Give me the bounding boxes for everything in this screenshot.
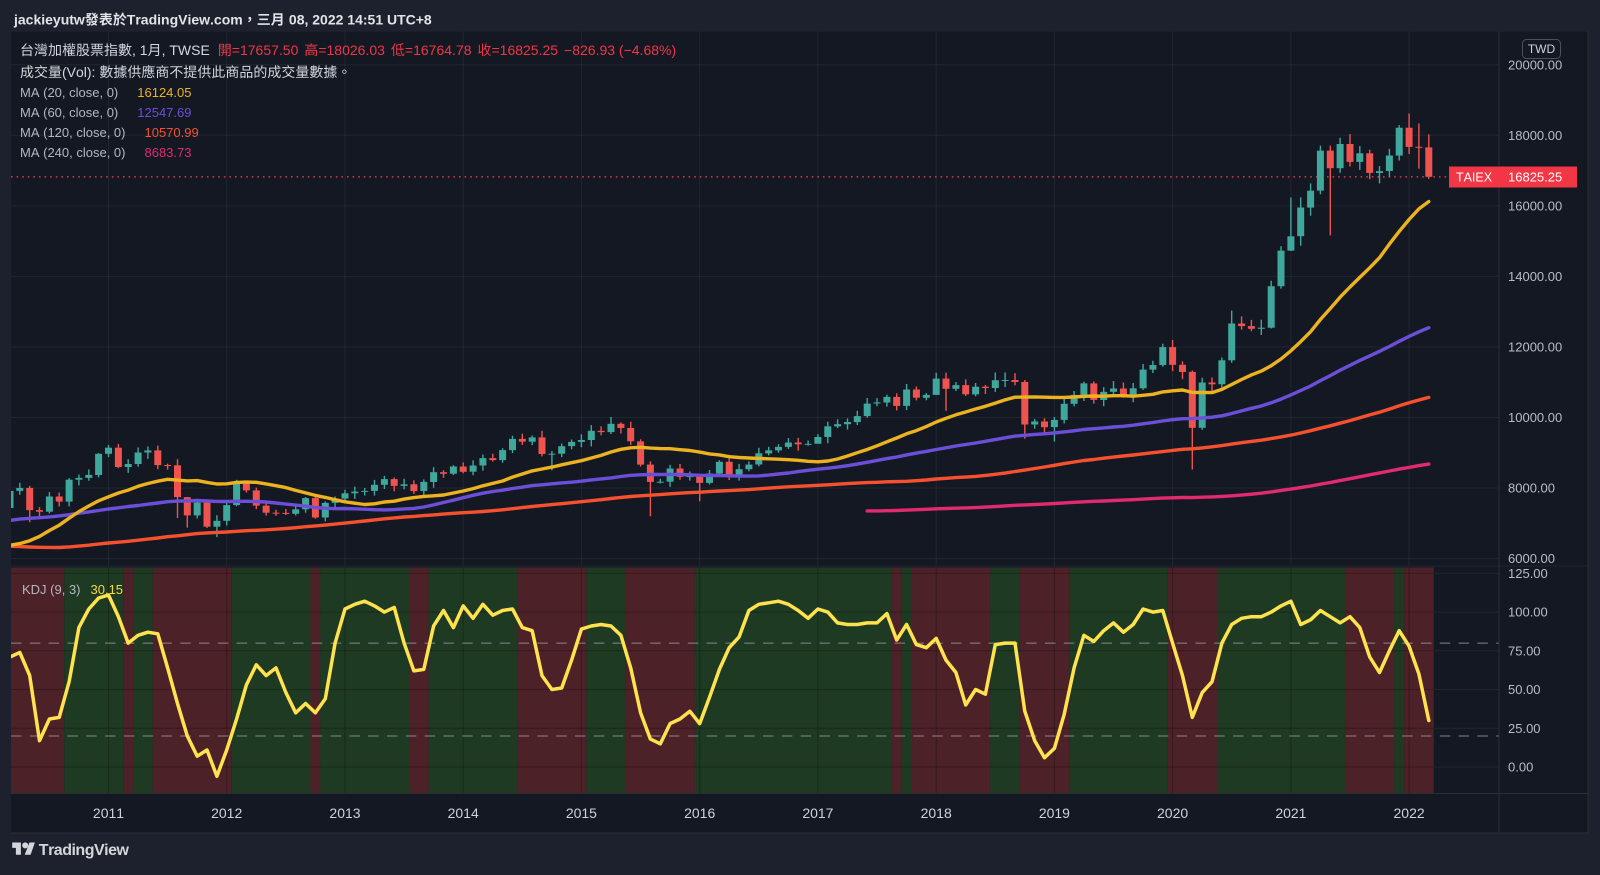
svg-text:(Vol):: (Vol): bbox=[62, 64, 95, 80]
svg-text:100.00: 100.00 bbox=[1508, 605, 1548, 620]
svg-text:, TWSE: , TWSE bbox=[162, 42, 210, 58]
svg-text:MA (120, close, 0): MA (120, close, 0) bbox=[20, 125, 126, 140]
svg-text:TAIEX: TAIEX bbox=[1456, 171, 1493, 185]
svg-text:jackieyutw: jackieyutw bbox=[13, 12, 85, 28]
svg-text:75.00: 75.00 bbox=[1508, 643, 1541, 658]
svg-text:16000.00: 16000.00 bbox=[1508, 198, 1562, 213]
svg-text:6000.00: 6000.00 bbox=[1508, 551, 1555, 566]
svg-text:2022: 2022 bbox=[1394, 805, 1425, 821]
svg-text:08, 2022 14:51 UTC+8: 08, 2022 14:51 UTC+8 bbox=[289, 12, 432, 28]
svg-text:TradingView: TradingView bbox=[39, 842, 130, 859]
svg-text:2021: 2021 bbox=[1275, 805, 1306, 821]
svg-text:2019: 2019 bbox=[1039, 805, 1070, 821]
svg-text:14000.00: 14000.00 bbox=[1508, 269, 1562, 284]
svg-text:=18026.03: =18026.03 bbox=[318, 42, 385, 58]
svg-text:20000.00: 20000.00 bbox=[1508, 57, 1562, 72]
svg-text:30.15: 30.15 bbox=[91, 582, 124, 597]
svg-text:2015: 2015 bbox=[566, 805, 597, 821]
svg-text:MA (20, close, 0): MA (20, close, 0) bbox=[20, 85, 118, 100]
svg-text:MA (60, close, 0): MA (60, close, 0) bbox=[20, 105, 118, 120]
svg-text:50.00: 50.00 bbox=[1508, 682, 1541, 697]
svg-text:2016: 2016 bbox=[684, 805, 715, 821]
svg-text:16825.25: 16825.25 bbox=[1508, 170, 1562, 185]
svg-text:16124.05: 16124.05 bbox=[137, 85, 191, 100]
svg-text:8683.73: 8683.73 bbox=[144, 145, 191, 160]
svg-text:2013: 2013 bbox=[329, 805, 360, 821]
svg-text:TWD: TWD bbox=[1528, 42, 1556, 56]
svg-text:12547.69: 12547.69 bbox=[137, 105, 191, 120]
svg-text:8000.00: 8000.00 bbox=[1508, 481, 1555, 496]
svg-text:18000.00: 18000.00 bbox=[1508, 128, 1562, 143]
svg-text:2017: 2017 bbox=[802, 805, 833, 821]
svg-text:TradingView.com: TradingView.com bbox=[127, 12, 243, 28]
svg-text:MA (240, close, 0): MA (240, close, 0) bbox=[20, 145, 126, 160]
svg-text:=17657.50: =17657.50 bbox=[232, 42, 299, 58]
svg-text:2014: 2014 bbox=[448, 805, 479, 821]
svg-text:125.00: 125.00 bbox=[1508, 566, 1548, 581]
svg-text:2012: 2012 bbox=[211, 805, 242, 821]
svg-text:=16764.78: =16764.78 bbox=[405, 42, 472, 58]
svg-text:25.00: 25.00 bbox=[1508, 721, 1541, 736]
svg-text:KDJ (9, 3): KDJ (9, 3) bbox=[22, 582, 81, 597]
svg-text:=16825.25: =16825.25 bbox=[491, 42, 558, 58]
svg-text:10570.99: 10570.99 bbox=[144, 125, 198, 140]
svg-text:−826.93 (−4.68%): −826.93 (−4.68%) bbox=[564, 42, 676, 58]
svg-text:2018: 2018 bbox=[921, 805, 952, 821]
svg-text:2020: 2020 bbox=[1157, 805, 1188, 821]
svg-text:0.00: 0.00 bbox=[1508, 760, 1533, 775]
svg-text:12000.00: 12000.00 bbox=[1508, 340, 1562, 355]
svg-text:2011: 2011 bbox=[93, 805, 124, 821]
svg-text:10000.00: 10000.00 bbox=[1508, 410, 1562, 425]
svg-text:, 1: , 1 bbox=[132, 42, 148, 58]
